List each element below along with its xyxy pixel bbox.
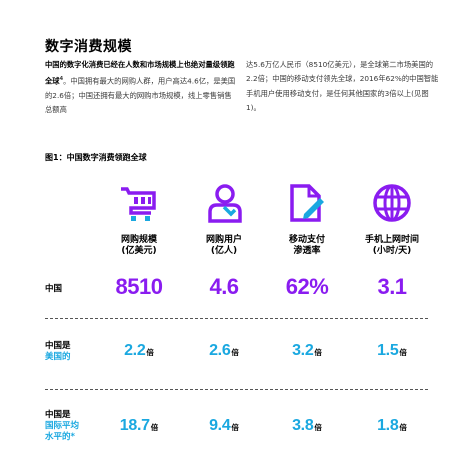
multiplier-number: 1.8 xyxy=(377,417,399,434)
col-label-line2: (小时/天) xyxy=(372,246,412,256)
multiplier-global-internet-time: 1.8倍 xyxy=(352,417,432,435)
column-label-online-shoppers: 网购用户 (亿人) xyxy=(184,235,264,257)
multiplier-number: 1.5 xyxy=(377,342,399,359)
multiplier-global-shopping-scale: 18.7倍 xyxy=(99,417,179,435)
multiplier-us-mobile-payment: 3.2倍 xyxy=(267,342,347,360)
multiplier-us-shoppers: 2.6倍 xyxy=(184,342,264,360)
multiplier-number: 9.4 xyxy=(209,417,231,434)
divider xyxy=(45,389,428,390)
multiplier-unit: 倍 xyxy=(399,348,407,357)
multiplier-number: 18.7 xyxy=(119,417,150,434)
row-label-line2: 美国的 xyxy=(45,352,71,362)
row-label-vs-global: 中国是 国际平均 水平的* xyxy=(45,410,79,443)
online-user-icon xyxy=(205,183,245,223)
intro-body-2: 达5.6万亿人民币（8510亿美元），是全球第二市场美国的2.2倍；中国的移动支… xyxy=(246,60,439,112)
intro-column-2: 达5.6万亿人民币（8510亿美元），是全球第二市场美国的2.2倍；中国的移动支… xyxy=(246,58,439,115)
globe-icon xyxy=(372,183,412,223)
col-label-line1: 手机上网时间 xyxy=(364,235,419,245)
multiplier-unit: 倍 xyxy=(150,423,159,432)
intro-lead: 中国的数字化消费已经在人数和市场规模上也绝对量级领跑全球 xyxy=(45,60,235,86)
mobile-payment-document-icon xyxy=(287,183,327,223)
row-label-line1: 中国是 xyxy=(45,410,71,420)
multiplier-unit: 倍 xyxy=(399,423,407,432)
multiplier-number: 3.2 xyxy=(292,342,314,359)
value-china-mobile-payment: 62% xyxy=(285,274,329,299)
row-label-china: 中国 xyxy=(45,284,62,295)
row-label-line1: 中国 xyxy=(45,284,63,294)
multiplier-unit: 倍 xyxy=(314,348,322,357)
shopping-cart-icon xyxy=(118,183,158,223)
figure-title: 图1：中国数字消费领跑全球 xyxy=(45,153,147,162)
col-label-line1: 网购规模 xyxy=(120,235,157,245)
multiplier-number: 2.6 xyxy=(209,342,231,359)
column-label-mobile-payment: 移动支付 渗透率 xyxy=(267,235,347,257)
value-china-shoppers: 4.6 xyxy=(209,274,239,299)
row-label-vs-us: 中国是 美国的 xyxy=(45,341,71,363)
multiplier-unit: 倍 xyxy=(231,423,239,432)
intro-column-1: 中国的数字化消费已经在人数和市场规模上也绝对量级领跑全球4。中国拥有最大的网购人… xyxy=(45,58,238,118)
multiplier-number: 2.2 xyxy=(124,342,146,359)
multiplier-number: 3.8 xyxy=(292,417,314,434)
multiplier-unit: 倍 xyxy=(314,423,322,432)
multiplier-global-shoppers: 9.4倍 xyxy=(184,417,264,435)
row-label-line2: 国际平均 xyxy=(45,421,80,431)
multiplier-us-internet-time: 1.5倍 xyxy=(352,342,432,360)
col-label-line2: 渗透率 xyxy=(293,246,321,256)
column-label-mobile-internet-time: 手机上网时间 (小时/天) xyxy=(352,235,432,257)
col-label-line2: (亿美元) xyxy=(121,246,157,256)
column-label-online-shopping-scale: 网购规模 (亿美元) xyxy=(99,235,179,257)
multiplier-us-shopping-scale: 2.2倍 xyxy=(99,342,179,360)
col-label-line1: 移动支付 xyxy=(288,235,325,245)
intro-body-1: 。中国拥有最大的网购人群，用户高达4.6亿，是美国的2.6倍；中国还拥有最大的网… xyxy=(45,76,236,115)
multiplier-unit: 倍 xyxy=(231,348,239,357)
page-title: 数字消费规模 xyxy=(45,39,132,55)
value-china-internet-time: 3.1 xyxy=(377,274,407,299)
value-china-shopping-scale: 8510 xyxy=(115,274,163,299)
footnote-ref: 4 xyxy=(59,76,64,83)
divider xyxy=(45,318,428,319)
col-label-line2: (亿人) xyxy=(210,246,238,256)
row-label-line3: 水平的* xyxy=(45,432,75,442)
multiplier-unit: 倍 xyxy=(146,348,154,357)
multiplier-global-mobile-payment: 3.8倍 xyxy=(267,417,347,435)
row-label-line1: 中国是 xyxy=(45,341,71,351)
col-label-line1: 网购用户 xyxy=(205,235,242,245)
